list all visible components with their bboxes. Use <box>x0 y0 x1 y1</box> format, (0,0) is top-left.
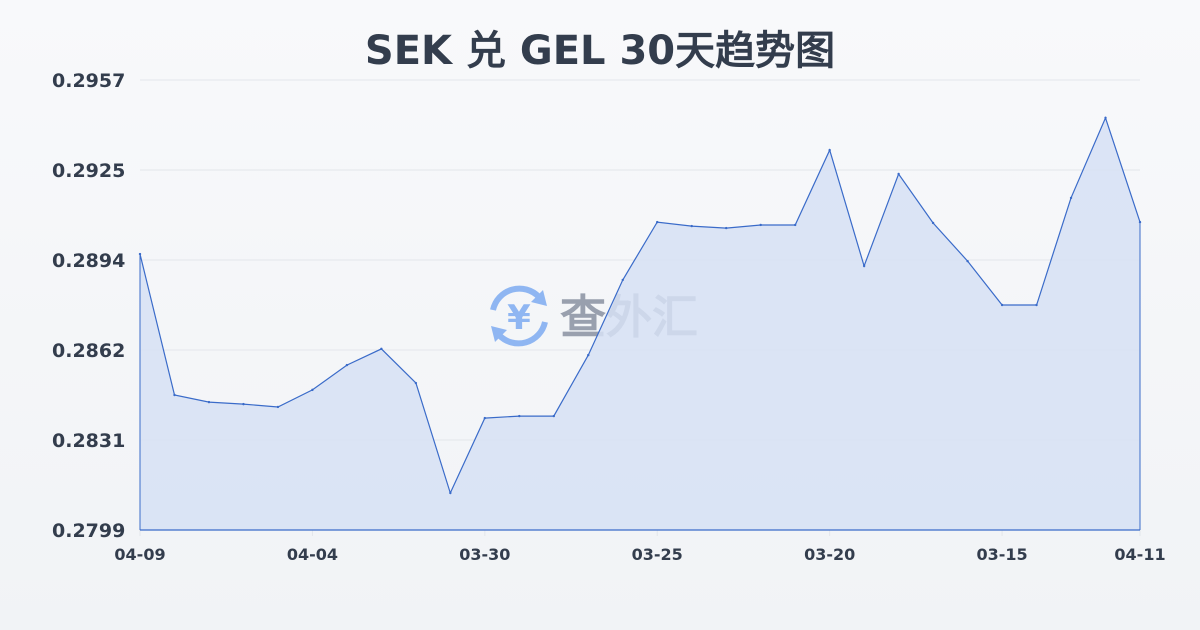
data-point <box>897 172 900 176</box>
x-tick-label: 04-09 <box>114 545 165 564</box>
data-point <box>414 381 418 385</box>
data-point <box>242 402 245 406</box>
data-point <box>828 148 831 152</box>
data-point <box>1069 196 1073 200</box>
x-tick-label: 04-11 <box>1114 545 1165 564</box>
data-point <box>1035 303 1038 307</box>
data-point <box>483 416 487 420</box>
data-point <box>966 259 969 263</box>
y-tick-label: 0.2925 <box>52 160 125 182</box>
data-point <box>276 405 280 409</box>
data-point <box>621 278 624 282</box>
x-tick-label: 03-20 <box>804 545 855 564</box>
data-point <box>1104 116 1107 120</box>
data-point <box>587 353 590 357</box>
data-point <box>518 414 521 418</box>
series-line <box>139 116 1141 495</box>
y-tick-label: 0.2894 <box>52 250 125 272</box>
x-tick-label: 03-25 <box>632 545 683 564</box>
data-point <box>138 252 142 256</box>
data-point <box>345 363 349 367</box>
data-point <box>793 223 797 227</box>
data-point <box>725 226 728 230</box>
data-point <box>931 221 935 225</box>
data-point <box>380 347 383 351</box>
y-tick-label: 0.2799 <box>52 520 125 542</box>
y-tick-label: 0.2957 <box>52 70 125 92</box>
x-tick-label: 03-15 <box>976 545 1027 564</box>
data-point <box>862 264 866 268</box>
data-point <box>207 400 211 404</box>
x-tick-label: 03-30 <box>459 545 510 564</box>
yen-exchange-icon: ¥ <box>490 285 548 347</box>
data-point <box>173 393 176 397</box>
data-point <box>656 220 659 224</box>
data-point <box>552 414 555 418</box>
data-point <box>449 491 452 495</box>
data-point <box>1138 220 1142 224</box>
data-point <box>311 388 314 392</box>
data-point <box>690 224 693 228</box>
x-tick-label: 04-04 <box>287 545 338 564</box>
data-point <box>1000 303 1004 307</box>
chart-title: SEK 兑 GEL 30天趋势图 <box>364 28 836 74</box>
svg-text:¥: ¥ <box>507 298 531 338</box>
y-tick-label: 0.2831 <box>52 430 125 452</box>
area-fill <box>140 117 1140 531</box>
y-tick-label: 0.2862 <box>52 340 125 362</box>
data-point <box>759 223 762 227</box>
